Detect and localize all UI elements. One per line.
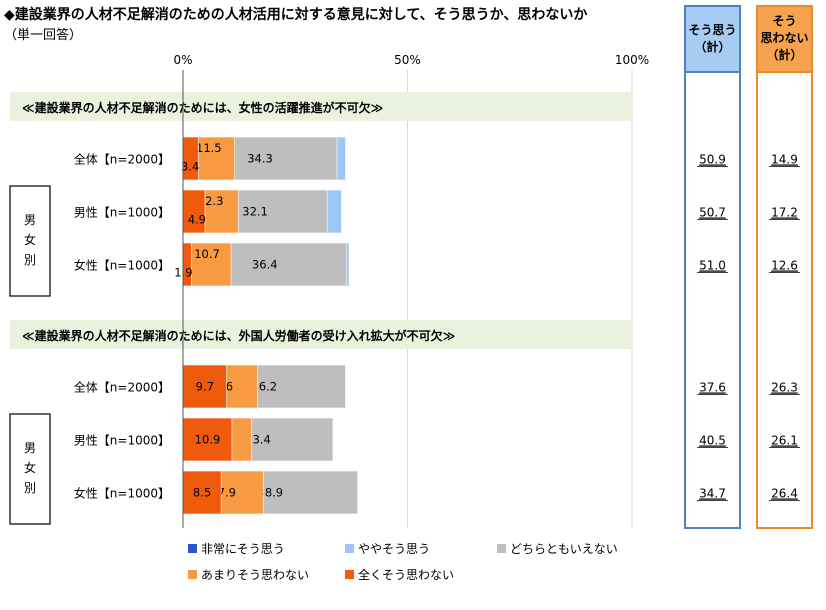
agree-total-value: 50.9 xyxy=(699,153,726,167)
section-header-band xyxy=(10,320,632,349)
bar-segment xyxy=(182,364,227,409)
section-header-band xyxy=(10,92,632,121)
bar-value-label: 33.4 xyxy=(245,433,271,447)
row-label: 女性【n=1000】 xyxy=(74,258,170,273)
bar-value-label: 11.5 xyxy=(196,141,222,155)
disagree-total-value: 26.3 xyxy=(771,381,798,395)
legend-swatch xyxy=(497,544,506,553)
agree-summary-header-line: （計） xyxy=(694,39,730,54)
section-header: ≪建設業界の人材不足解消のためには、女性の活躍推進が不可欠≫ xyxy=(22,100,383,115)
x-tick-label: 50% xyxy=(394,53,421,67)
gender-group-label: 女 xyxy=(24,232,36,247)
gender-group-label: 別 xyxy=(24,253,36,267)
disagree-summary-column-box xyxy=(756,71,813,529)
legend-label: どちらともいえない xyxy=(510,542,618,556)
section-header: ≪建設業界の人材不足解消のためには、外国人労働者の受け入れ拡大が不可欠≫ xyxy=(22,328,455,343)
gender-group-box xyxy=(9,413,51,525)
row-label: 女性【n=1000】 xyxy=(74,486,170,501)
gender-group-label: 男 xyxy=(24,441,36,455)
row-label: 男性【n=1000】 xyxy=(74,434,170,448)
disagree-total-value: 12.6 xyxy=(771,259,798,273)
agree-summary-header-box xyxy=(684,5,741,73)
agree-total-value: 51.0 xyxy=(699,259,726,273)
disagree-summary-header-line: （計） xyxy=(766,47,802,62)
gender-group-box xyxy=(9,185,51,297)
bar-value-label: 36.2 xyxy=(251,380,277,394)
bar-value-label: 34.3 xyxy=(247,152,273,166)
bar-value-label: 36.4 xyxy=(252,258,278,272)
legend-label: ややそう思う xyxy=(358,542,430,556)
legend-label: 全くそう思わない xyxy=(358,567,454,582)
bar-value-label: 10.9 xyxy=(195,433,221,447)
disagree-total-value: 26.1 xyxy=(771,434,798,448)
gender-group-label: 女 xyxy=(24,460,36,475)
bar-value-label: 32.1 xyxy=(242,205,268,219)
bar-segment xyxy=(182,417,233,462)
gender-group-label: 男 xyxy=(24,213,36,227)
bar-segment xyxy=(182,470,222,515)
x-tick-label: 100% xyxy=(615,53,649,67)
row-label: 全体【n=2000】 xyxy=(74,380,170,395)
bar-value-label: 4.9 xyxy=(188,213,206,227)
disagree-total-value: 26.4 xyxy=(771,487,798,501)
agree-summary-header-line: そう思う xyxy=(688,23,736,37)
bar-segment xyxy=(182,189,206,234)
legend-label: 非常にそう思う xyxy=(201,542,285,556)
bar-value-label: 3.4 xyxy=(181,160,199,174)
row-label: 男性【n=1000】 xyxy=(74,206,170,220)
bar-value-label: 38.9 xyxy=(258,486,284,500)
disagree-summary-header-box xyxy=(756,5,813,73)
disagree-summary-header-line: 思わない xyxy=(760,31,808,45)
agree-total-value: 34.7 xyxy=(699,487,726,501)
agree-total-value: 40.5 xyxy=(699,434,726,448)
agree-summary-column-box xyxy=(684,71,741,529)
legend-swatch xyxy=(188,544,197,553)
disagree-summary-header-line: そう xyxy=(772,14,796,28)
agree-total-value: 50.7 xyxy=(699,206,726,220)
disagree-total-value: 17.2 xyxy=(771,206,798,220)
chart-title: ◆建設業界の人材不足解消のための人材活用に対する意見に対して、そう思うか、思わな… xyxy=(4,7,588,23)
bar-value-label: 10.7 xyxy=(194,247,220,261)
row-label: 全体【n=2000】 xyxy=(74,152,170,167)
gender-group-label: 別 xyxy=(24,481,36,495)
bar-segment xyxy=(182,242,192,287)
bar-value-label: 9.7 xyxy=(196,380,214,394)
agree-total-value: 37.6 xyxy=(699,381,726,395)
legend-swatch xyxy=(345,544,354,553)
legend-label: あまりそう思わない xyxy=(201,568,309,582)
legend-swatch xyxy=(345,570,354,579)
bar-segment xyxy=(182,136,199,181)
x-tick-label: 0% xyxy=(173,53,192,67)
legend-swatch xyxy=(188,570,197,579)
chart-subtitle: （単一回答） xyxy=(4,28,83,43)
disagree-total-value: 14.9 xyxy=(771,153,798,167)
bar-value-label: 8.5 xyxy=(193,486,211,500)
